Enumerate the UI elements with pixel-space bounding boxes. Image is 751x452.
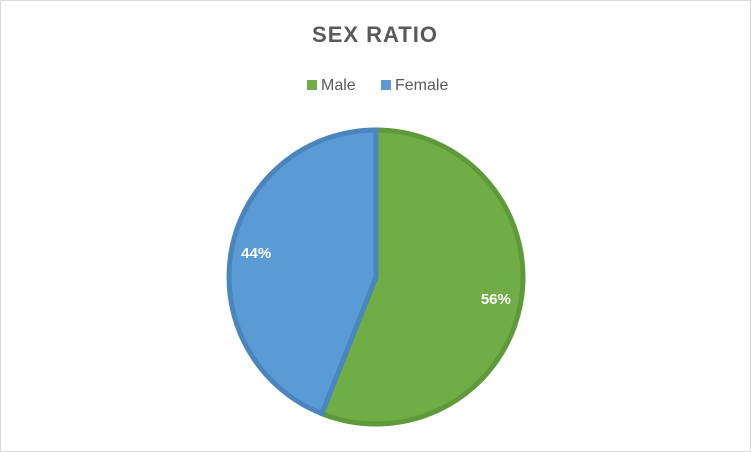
pie-slice	[318, 127, 526, 427]
value-label: 44%	[241, 245, 271, 262]
legend-swatch	[307, 80, 317, 90]
legend: Male Female	[307, 77, 448, 94]
legend-label: Male	[321, 77, 356, 94]
pie: 56% 44%	[226, 127, 526, 427]
value-label: 56%	[481, 291, 511, 308]
legend-swatch	[381, 80, 391, 90]
legend-label: Female	[395, 77, 448, 94]
chart-title: SEX RATIO	[312, 22, 438, 47]
pie-slice	[226, 127, 379, 417]
